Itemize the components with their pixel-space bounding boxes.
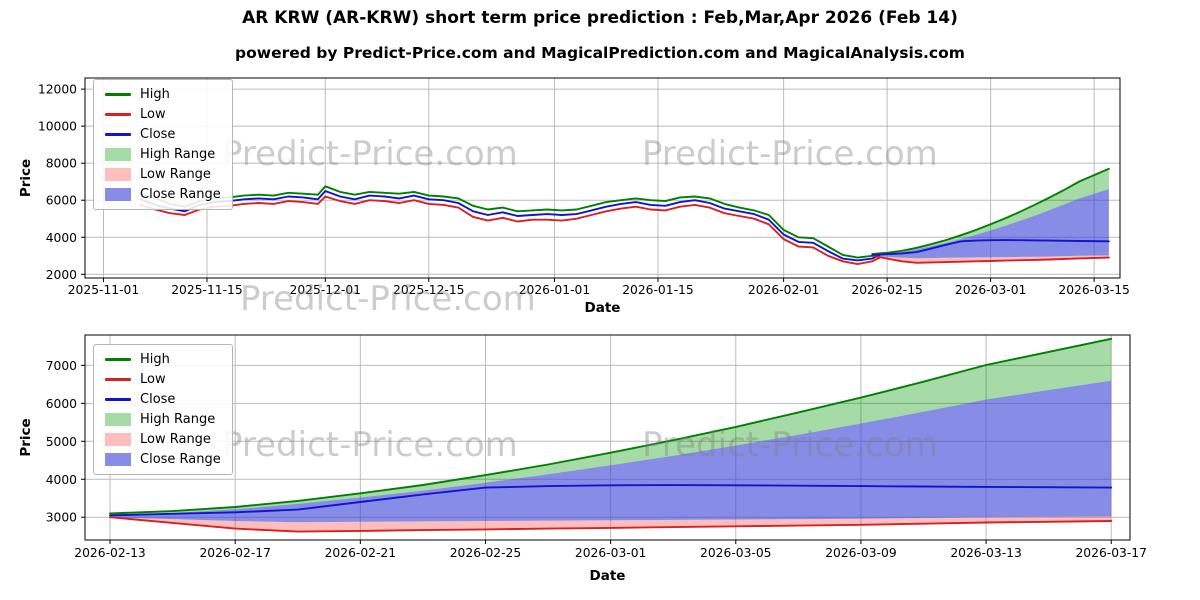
y-tick-label: 6000	[46, 194, 77, 208]
band-low-range	[872, 255, 1109, 263]
legend-item-low: Low	[105, 372, 221, 387]
legend-item-high: High	[105, 87, 221, 102]
legend-item-close-range: Close Range	[105, 187, 221, 202]
legend-label-low: Low	[140, 372, 166, 387]
legend-label-close-range: Close Range	[140, 452, 221, 467]
series-high-forecast	[871, 167, 1110, 255]
x-tick-label: 2025-12-01	[290, 283, 361, 297]
x-tick-label: 2026-02-17	[199, 546, 270, 560]
x-tick-label: 2026-02-25	[450, 546, 521, 560]
legend-label-high: High	[140, 87, 170, 102]
x-tick-label: 2026-01-15	[622, 283, 693, 297]
legend-label-low: Low	[140, 107, 166, 122]
close-range-swatch	[105, 188, 131, 201]
chart-top: 2000 4000 6000 8000 10000 12000 2025-11-01 2025…	[18, 77, 1130, 316]
high-range-swatch	[105, 148, 131, 161]
band-low-range	[110, 516, 1112, 532]
chart-top-legend: High Low Close High Range Low Range Close Ran…	[93, 79, 233, 210]
y-tick-label: 3000	[46, 511, 77, 525]
y-tick-label: 8000	[46, 157, 77, 171]
legend-label-close: Close	[140, 392, 176, 407]
series-high-forecast	[109, 337, 1113, 515]
y-tick-label: 2000	[46, 268, 77, 282]
high-line-sample	[105, 358, 131, 361]
x-tick-label: 2026-02-21	[325, 546, 396, 560]
y-axis-label: Price	[18, 159, 34, 197]
x-tick-label: 2026-03-05	[700, 546, 771, 560]
chart-bottom: 3000 4000 5000 6000 7000 2026-02-13 2026-02-17…	[18, 334, 1147, 584]
legend-label-high-range: High Range	[140, 147, 216, 162]
x-tick-label: 2026-02-13	[74, 546, 145, 560]
legend-item-high-range: High Range	[105, 147, 221, 162]
close-line-sample	[105, 398, 131, 401]
x-axis-label: Date	[590, 568, 626, 584]
plot-border	[84, 77, 1121, 279]
legend-label-close: Close	[140, 127, 176, 142]
low-range-swatch	[105, 433, 131, 446]
legend-item-low-range: Low Range	[105, 432, 221, 447]
x-tick-label: 2025-12-15	[393, 283, 464, 297]
legend-item-close: Close	[105, 392, 221, 407]
x-tick-label: 2026-03-01	[955, 283, 1026, 297]
series-low-forecast	[871, 254, 1110, 264]
high-line-sample	[105, 93, 131, 96]
x-tick-label: 2025-11-15	[171, 283, 242, 297]
legend-label-high: High	[140, 352, 170, 367]
y-tick-label: 5000	[46, 435, 77, 449]
legend-label-low-range: Low Range	[140, 432, 211, 447]
x-tick-label: 2025-11-01	[68, 283, 139, 297]
y-tick-label: 12000	[38, 83, 77, 97]
legend-item-low-range: Low Range	[105, 167, 221, 182]
legend-item-close: Close	[105, 127, 221, 142]
legend-item-close-range: Close Range	[105, 452, 221, 467]
y-tick-label: 4000	[46, 473, 77, 487]
x-tick-label: 2026-03-09	[825, 546, 896, 560]
y-tick-label: 4000	[46, 231, 77, 245]
close-line-sample	[105, 133, 131, 136]
legend-item-high: High	[105, 352, 221, 367]
legend-label-close-range: Close Range	[140, 187, 221, 202]
plot-border	[84, 334, 1131, 541]
x-axis-label: Date	[585, 300, 621, 316]
low-line-sample	[105, 113, 131, 116]
y-tick-label: 6000	[46, 397, 77, 411]
x-tick-label: 2026-03-13	[950, 546, 1021, 560]
series-high	[139, 185, 881, 259]
legend-label-high-range: High Range	[140, 412, 216, 427]
x-tick-label: 2026-03-15	[1058, 283, 1129, 297]
series-close-forecast	[871, 239, 1110, 256]
low-line-sample	[105, 378, 131, 381]
legend-item-high-range: High Range	[105, 412, 221, 427]
y-tick-label: 10000	[38, 120, 77, 134]
page-subtitle: powered by Predict-Price.com and Magical…	[235, 44, 965, 62]
page-title: AR KRW (AR-KRW) short term price predict…	[242, 8, 958, 28]
low-range-swatch	[105, 168, 131, 181]
series-low-forecast	[109, 516, 1113, 533]
y-axis-label: Price	[18, 418, 34, 456]
high-range-swatch	[105, 413, 131, 426]
legend-label-low-range: Low Range	[140, 167, 211, 182]
y-tick-label: 7000	[46, 359, 77, 373]
series-close-forecast	[109, 484, 1113, 517]
series-close	[139, 190, 881, 262]
x-tick-label: 2026-01-01	[519, 283, 590, 297]
close-range-swatch	[105, 453, 131, 466]
series-low	[139, 195, 881, 266]
chart-bottom-legend: High Low Close High Range Low Range Close Ran…	[93, 344, 233, 475]
x-tick-label: 2026-02-15	[851, 283, 922, 297]
legend-item-low: Low	[105, 107, 221, 122]
x-tick-label: 2026-02-01	[748, 283, 819, 297]
x-tick-label: 2026-03-01	[575, 546, 646, 560]
x-tick-label: 2026-03-17	[1075, 546, 1146, 560]
